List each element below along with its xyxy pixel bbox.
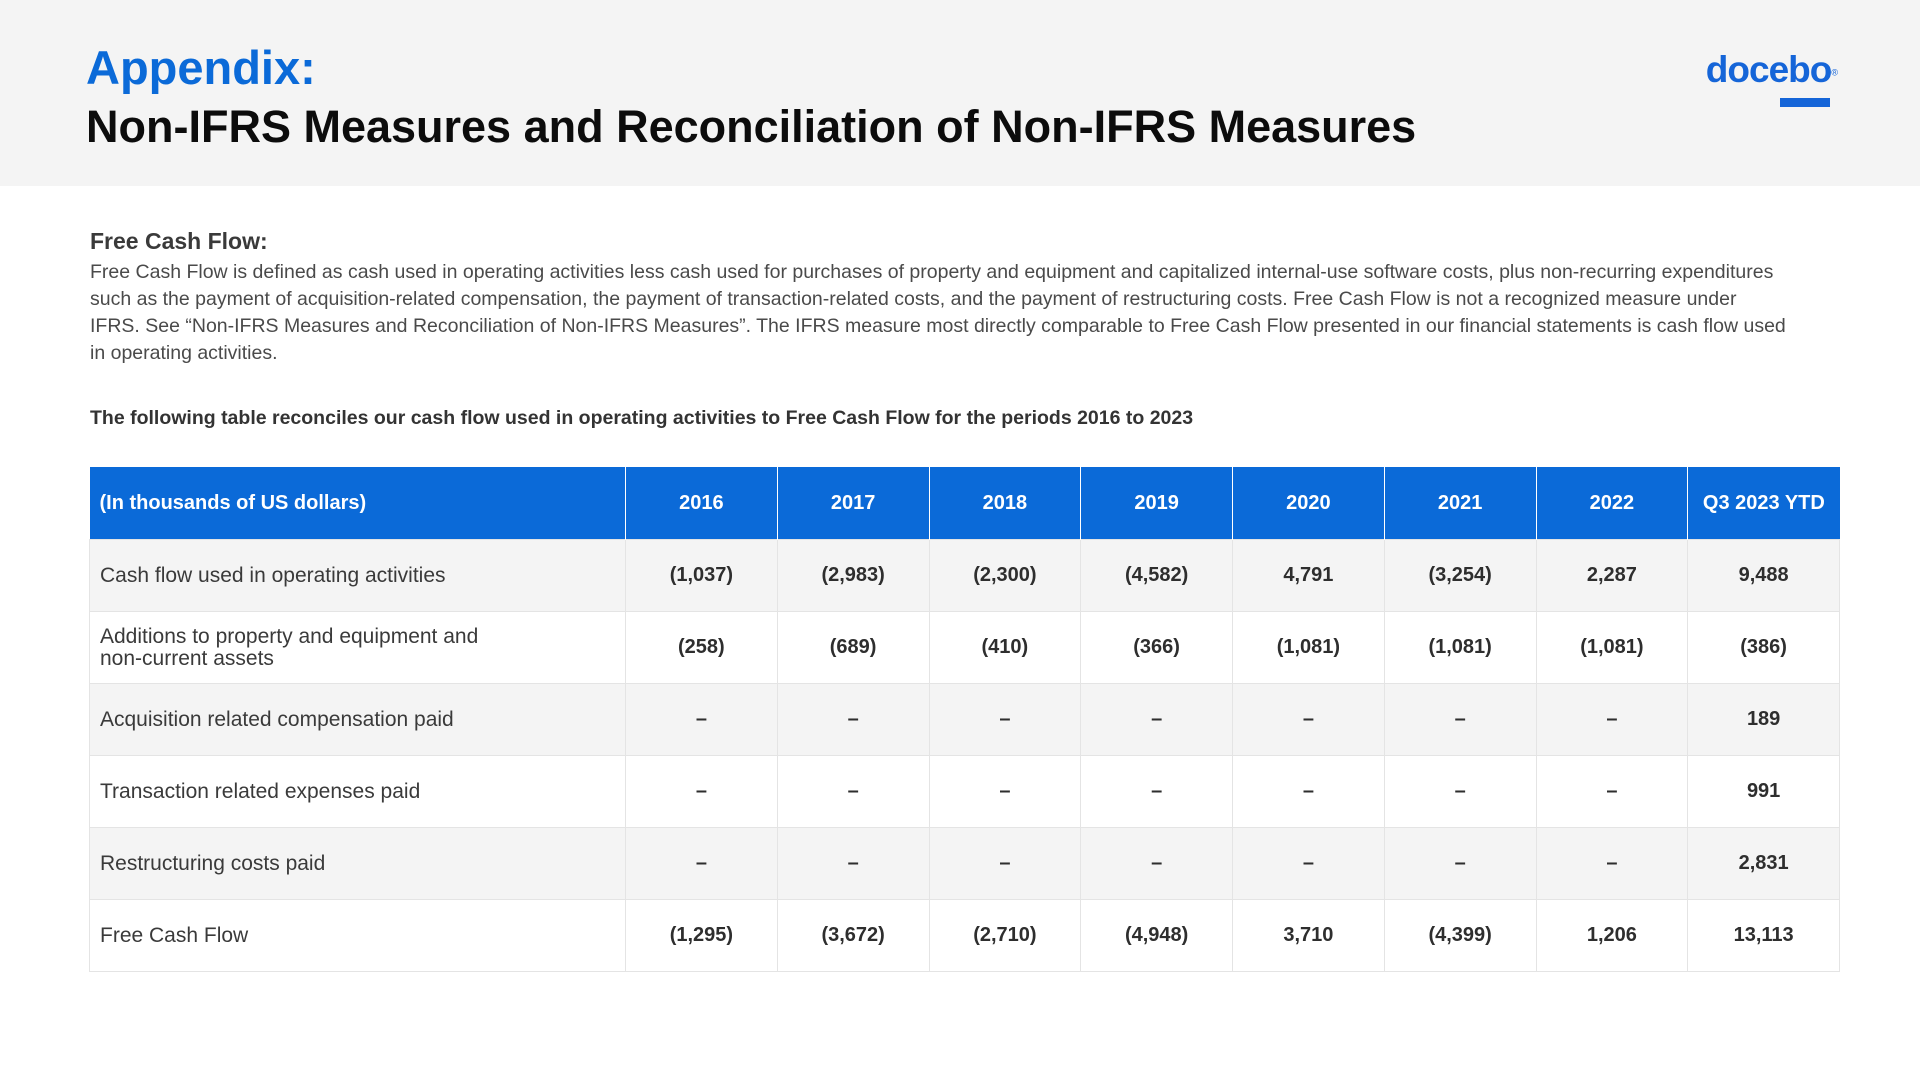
row-label: Acquisition related compensation paid — [89, 683, 626, 756]
table-cell: (3,254) — [1383, 539, 1537, 612]
table-cell: (1,081) — [1535, 611, 1689, 684]
header-2019: 2019 — [1080, 467, 1233, 540]
table-cell: (1,081) — [1383, 611, 1537, 684]
page-header: Appendix: Non-IFRS Measures and Reconcil… — [0, 0, 1920, 186]
table-cell: – — [1535, 755, 1689, 828]
table-cell: – — [928, 827, 1082, 900]
table-cell: 3,710 — [1232, 899, 1385, 972]
table-lead-text: The following table reconciles our cash … — [90, 407, 1194, 429]
table-cell: – — [776, 827, 930, 900]
header-2022: 2022 — [1535, 467, 1688, 540]
table-cell: – — [1383, 755, 1537, 828]
table-cell: (2,983) — [776, 539, 930, 612]
header-label: (In thousands of US dollars) — [89, 467, 626, 540]
table-cell: – — [1535, 827, 1689, 900]
table-cell: 1,206 — [1535, 899, 1689, 972]
table-cell: (689) — [776, 611, 930, 684]
logo-wordmark: docebo — [1705, 49, 1833, 90]
table-cell: 9,488 — [1687, 539, 1840, 612]
table-cell: 4,791 — [1232, 539, 1385, 612]
table-cell: – — [1080, 755, 1233, 828]
table-cell: – — [625, 683, 778, 756]
row-label: Transaction related expenses paid — [89, 755, 626, 828]
table-cell: (1,081) — [1232, 611, 1385, 684]
table-cell: – — [1383, 683, 1537, 756]
table-row: Cash flow used in operating activities (… — [89, 539, 1840, 612]
table-cell: (1,037) — [625, 539, 778, 612]
table-cell: – — [928, 755, 1082, 828]
table-cell: (2,710) — [928, 899, 1082, 972]
table-cell: – — [1080, 683, 1233, 756]
appendix-label: Appendix: — [86, 41, 316, 94]
table-cell: 189 — [1687, 683, 1840, 756]
logo-underline-bar — [1780, 98, 1830, 107]
table-cell: – — [625, 755, 778, 828]
free-cash-flow-table: (In thousands of US dollars) 2016 2017 2… — [89, 467, 1840, 972]
table-cell: 13,113 — [1687, 899, 1840, 972]
row-label: Cash flow used in operating activities — [89, 539, 626, 612]
table-row: Free Cash Flow (1,295) (3,672) (2,710) (… — [89, 899, 1840, 972]
page-title: Non-IFRS Measures and Reconciliation of … — [86, 101, 1417, 152]
row-label: Additions to property and equipment and … — [89, 611, 626, 684]
table-cell: 2,831 — [1687, 827, 1840, 900]
row-label: Restructuring costs paid — [89, 827, 626, 900]
docebo-logo: docebo® — [1705, 48, 1838, 107]
table-cell: – — [1232, 755, 1385, 828]
table-cell: (1,295) — [625, 899, 778, 972]
table-cell: (2,300) — [928, 539, 1082, 612]
table-cell: – — [625, 827, 778, 900]
table-header-row: (In thousands of US dollars) 2016 2017 2… — [89, 467, 1840, 540]
table-cell: – — [1535, 683, 1689, 756]
table-cell: (4,582) — [1080, 539, 1233, 612]
table-cell: (4,948) — [1080, 899, 1233, 972]
header-2020: 2020 — [1232, 467, 1385, 540]
header-2016: 2016 — [625, 467, 778, 540]
table-cell: (386) — [1687, 611, 1840, 684]
section-description: Free Cash Flow is defined as cash used i… — [90, 261, 1786, 364]
table-cell: (258) — [625, 611, 778, 684]
header-2018: 2018 — [928, 467, 1081, 540]
table-row: Additions to property and equipment and … — [89, 611, 1840, 684]
table-row: Restructuring costs paid – – – – – – – 2… — [89, 827, 1840, 900]
table-cell: 2,287 — [1535, 539, 1689, 612]
table-cell: – — [776, 683, 930, 756]
table-cell: (4,399) — [1383, 899, 1537, 972]
table-cell: – — [1080, 827, 1233, 900]
table-cell: (3,672) — [776, 899, 930, 972]
table-row: Transaction related expenses paid – – – … — [89, 755, 1840, 828]
header-2017: 2017 — [776, 467, 929, 540]
table-cell: (410) — [928, 611, 1082, 684]
table-cell: (366) — [1080, 611, 1233, 684]
header-2021: 2021 — [1383, 467, 1536, 540]
row-label: Free Cash Flow — [89, 899, 626, 972]
table-row: Acquisition related compensation paid – … — [89, 683, 1840, 756]
logo-registered-mark: ® — [1831, 67, 1838, 78]
table-cell: – — [928, 683, 1082, 756]
table-cell: 991 — [1687, 755, 1840, 828]
table-cell: – — [1232, 827, 1385, 900]
table-cell: – — [776, 755, 930, 828]
table-cell: – — [1383, 827, 1537, 900]
section-title: Free Cash Flow: — [90, 228, 268, 254]
table-cell: – — [1232, 683, 1385, 756]
header-q3-2023-ytd: Q3 2023 YTD — [1687, 467, 1840, 540]
